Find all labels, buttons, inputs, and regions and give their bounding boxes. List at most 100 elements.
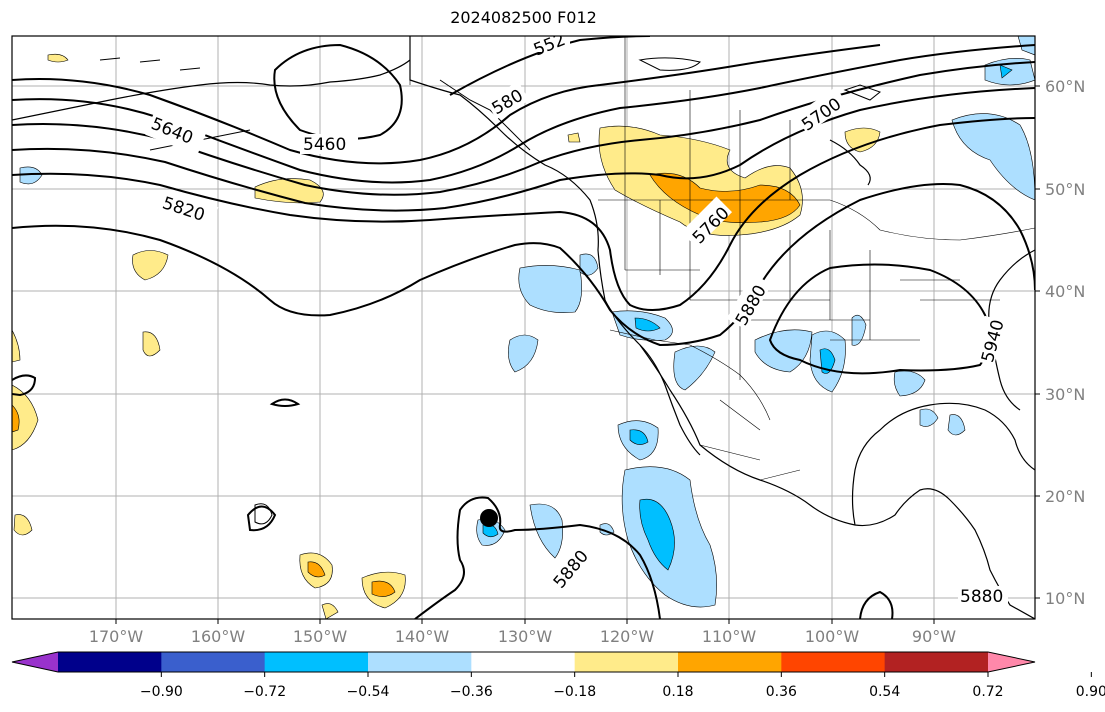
- positive-anomaly-area: [13, 514, 33, 536]
- colorbar-tick-label: 0.54: [869, 684, 900, 700]
- contour-5880-east: [859, 590, 894, 619]
- colorbar-extend-low: [12, 652, 58, 672]
- longitude-label: 110°W: [702, 627, 757, 646]
- negative-anomaly-core: [639, 498, 675, 571]
- positive-anomaly-area: [12, 329, 21, 363]
- page-title: 2024082500 F012: [450, 8, 597, 27]
- aleutian-island: [99, 57, 201, 71]
- contour-5580: [12, 44, 881, 165]
- negative-anomaly-area: [919, 408, 939, 427]
- island-chain: [439, 79, 531, 151]
- positive-anomaly-core: [307, 561, 326, 578]
- colorbar: [11, 651, 1036, 673]
- negative-anomaly-area: [673, 345, 716, 391]
- colorbar-segment: [884, 652, 989, 672]
- positive-anomaly-area: [12, 384, 39, 451]
- island-chain: [638, 57, 701, 71]
- colorbar-segment: [678, 652, 782, 672]
- positive-anomaly-core: [371, 580, 396, 597]
- contour-label: 5460: [303, 135, 346, 155]
- baja-california: [639, 344, 701, 456]
- colorbar-segment: [368, 652, 472, 672]
- alaska-coast: [12, 59, 411, 121]
- negative-anomaly-area: [947, 414, 966, 436]
- colorbar-segment: [58, 652, 162, 672]
- longitude-label: 90°W: [912, 627, 956, 646]
- colorbar-segment: [471, 652, 576, 672]
- canada-provinces: [409, 36, 791, 200]
- colorbar-outline: [11, 651, 1036, 673]
- gulf-of-mexico-coast: [851, 402, 1035, 526]
- negative-anomaly-core: [634, 317, 661, 332]
- colorbar-tick-label: 0.36: [766, 684, 797, 700]
- contour-5760: [12, 87, 1035, 212]
- contour-5460-closed: [273, 43, 403, 140]
- colorbar-tick-label: −0.36: [450, 684, 493, 700]
- longitude-labels: 170°W 160°W 150°W 140°W 130°W 120°W 110°…: [89, 627, 956, 646]
- positive-anomaly-area: [142, 331, 161, 357]
- negative-anomaly-area: [508, 334, 539, 373]
- latitude-labels: 60°N 50°N 40°N 30°N 20°N 10°N: [1045, 77, 1085, 608]
- colorbar-tick-label: −0.54: [347, 684, 390, 700]
- mexico-states: [699, 399, 801, 481]
- colorbar-tick-label: −0.18: [553, 684, 596, 700]
- negative-anomaly-area: [529, 503, 563, 559]
- contour-small-loop: [12, 374, 37, 397]
- colorbar-tick-label: 0.72: [972, 684, 1003, 700]
- tick-marks: [115, 85, 1040, 624]
- colorbar-segment: [161, 652, 266, 672]
- gridlines: [12, 36, 1035, 619]
- map-frame: [11, 35, 1036, 620]
- colorbar-tick-label: −0.72: [243, 684, 286, 700]
- positive-anomaly-area: [844, 127, 881, 153]
- negative-anomaly-area: [893, 370, 926, 397]
- negative-anomaly-core: [999, 64, 1013, 79]
- contour-5880: [12, 183, 1035, 347]
- negative-anomaly-area: [518, 265, 582, 313]
- longitude-label: 160°W: [191, 627, 246, 646]
- contour-5820: [12, 117, 1035, 311]
- longitude-label: 140°W: [395, 627, 450, 646]
- anomaly-shading: [12, 36, 1035, 619]
- longitude-label: 100°W: [805, 627, 860, 646]
- colorbar-tick-label: 0.90: [1076, 684, 1105, 700]
- longitude-label: 130°W: [498, 627, 553, 646]
- positive-anomaly-core: [12, 404, 20, 433]
- colorbar-segment: [264, 652, 369, 672]
- contour-small-loop: [246, 505, 277, 532]
- colorbar-tick-label: −0.90: [140, 684, 183, 700]
- political-borders: [409, 36, 1035, 481]
- positive-anomaly-area: [567, 132, 581, 143]
- negative-anomaly-core: [629, 429, 649, 445]
- colorbar-segment: [574, 652, 679, 672]
- negative-anomaly-area: [579, 253, 599, 276]
- storm-center-marker: [480, 509, 498, 527]
- longitude-label: 120°W: [600, 627, 655, 646]
- contour-5880-south: [414, 496, 661, 619]
- latitude-label: 10°N: [1045, 589, 1085, 608]
- latitude-label: 30°N: [1045, 385, 1085, 404]
- hawaii-island: [254, 503, 273, 525]
- contour-small-loop: [269, 398, 301, 407]
- us-canada-border: [598, 199, 1035, 241]
- colorbar-extend-high: [988, 652, 1035, 672]
- longitude-label: 150°W: [293, 627, 348, 646]
- contour-label: 5880: [960, 587, 1003, 607]
- canada-hudson: [829, 139, 871, 186]
- latitude-label: 40°N: [1045, 282, 1085, 301]
- positive-anomaly-area: [321, 603, 339, 619]
- latitude-label: 20°N: [1045, 487, 1085, 506]
- latitude-label: 50°N: [1045, 180, 1085, 199]
- negative-anomaly-area: [19, 166, 43, 185]
- island-chain: [843, 84, 882, 101]
- colorbar-segment: [781, 652, 886, 672]
- colorbar-tick-label: 0.18: [662, 684, 693, 700]
- latitude-label: 60°N: [1045, 77, 1085, 96]
- negative-anomaly-area: [851, 314, 867, 346]
- longitude-label: 170°W: [89, 627, 144, 646]
- negative-anomaly-core: [819, 348, 836, 374]
- positive-anomaly-area: [132, 250, 169, 281]
- colorbar-ticks: −0.90 −0.72 −0.54 −0.36 −0.18 0.18 0.36 0.54 0.7…: [140, 672, 1105, 700]
- positive-anomaly-area: [47, 53, 69, 63]
